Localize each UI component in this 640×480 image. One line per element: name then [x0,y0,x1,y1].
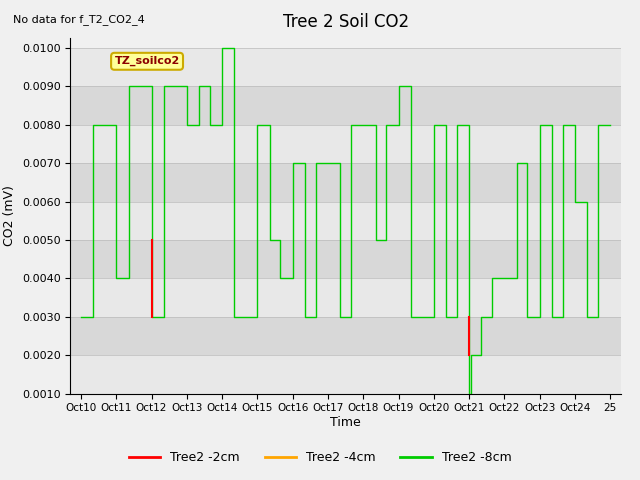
Title: Tree 2 Soil CO2: Tree 2 Soil CO2 [282,13,409,31]
Text: No data for f_T2_CO2_4: No data for f_T2_CO2_4 [13,14,145,25]
Y-axis label: CO2 (mV): CO2 (mV) [3,186,17,246]
Bar [70,202,621,240]
X-axis label: Time: Time [330,416,361,429]
Legend: Tree2 -2cm, Tree2 -4cm, Tree2 -8cm: Tree2 -2cm, Tree2 -4cm, Tree2 -8cm [124,446,516,469]
Bar [70,240,621,278]
Bar [70,86,621,125]
Bar [70,278,621,317]
Bar [70,48,621,86]
Bar [70,317,621,355]
Text: TZ_soilco2: TZ_soilco2 [115,56,180,66]
Bar [70,125,621,163]
Bar [70,163,621,202]
Bar [70,355,621,394]
